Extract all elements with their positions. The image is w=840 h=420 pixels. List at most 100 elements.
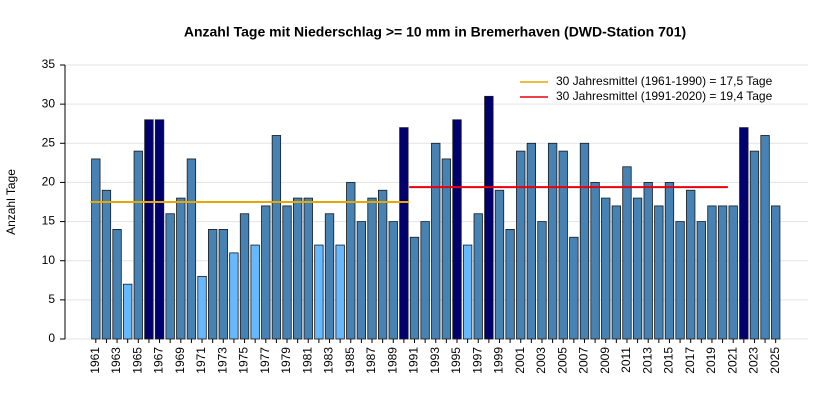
x-tick-label: 2009: [598, 347, 612, 374]
bar: [441, 158, 452, 340]
y-tick-label: 0: [48, 331, 55, 345]
bar: [91, 158, 101, 340]
bar: [771, 205, 781, 340]
x-tick-label: 1995: [449, 347, 463, 374]
bar: [346, 182, 356, 340]
chart-title: Anzahl Tage mit Niederschlag >= 10 mm in…: [184, 24, 686, 40]
x-tick-label: 1975: [237, 347, 251, 374]
x-tick-label: 2001: [513, 347, 527, 374]
bar: [186, 158, 197, 340]
bar: [144, 119, 154, 340]
legend-label: 30 Jahresmittel (1991-2020) = 19,4 Tage: [556, 89, 773, 103]
bar: [420, 221, 430, 340]
x-tick-label: 1973: [215, 347, 229, 374]
bar: [611, 205, 621, 340]
bar: [494, 189, 505, 340]
bar: [123, 283, 133, 340]
x-tick-label: 1985: [343, 347, 357, 374]
bar: [696, 221, 706, 340]
x-tick-label: 2017: [683, 347, 697, 374]
x-tick-label: 1993: [428, 347, 442, 374]
bar: [622, 166, 632, 340]
bar: [208, 228, 218, 340]
bar: [717, 205, 728, 340]
y-axis-title: Anzahl Tage: [4, 169, 18, 235]
bar: [654, 205, 664, 340]
bar: [112, 228, 122, 340]
bar: [229, 252, 239, 340]
y-tick-label: 15: [42, 214, 56, 228]
bar: [643, 182, 653, 340]
x-tick-label: 2011: [619, 347, 633, 373]
bar: [569, 236, 579, 340]
bar: [367, 197, 377, 340]
bar: [335, 244, 345, 340]
x-tick-label: 2021: [725, 347, 739, 374]
bar: [452, 119, 462, 340]
bar: [197, 275, 207, 340]
x-tick-label: 2005: [555, 347, 569, 374]
bar: [250, 244, 260, 340]
bar: [462, 244, 473, 340]
x-tick-label: 1983: [322, 347, 336, 374]
x-tick-label: 1965: [130, 347, 144, 374]
x-tick-label: 1997: [470, 347, 484, 374]
bar: [526, 142, 537, 340]
x-tick-label: 1979: [279, 347, 293, 374]
bar: [154, 119, 165, 340]
x-tick-label: 2007: [577, 347, 591, 374]
bar: [271, 135, 282, 340]
bar: [664, 182, 675, 340]
bar: [707, 205, 717, 340]
bar: [739, 127, 749, 340]
bar: [760, 135, 770, 340]
bar: [356, 221, 367, 340]
bar: [388, 221, 398, 340]
bar: [399, 127, 409, 340]
bar: [239, 213, 250, 340]
x-tick-label: 1969: [173, 347, 187, 374]
bar: [601, 197, 611, 340]
bar: [473, 213, 483, 340]
bar: [686, 189, 696, 340]
x-tick-label: 2025: [768, 347, 782, 374]
bar: [579, 142, 590, 340]
bar: [516, 150, 526, 340]
x-tick-label: 1989: [385, 347, 399, 374]
bar: [537, 221, 547, 340]
bar: [218, 228, 228, 340]
bar: [176, 197, 186, 340]
y-tick-label: 35: [42, 57, 56, 71]
x-tick-label: 2023: [747, 347, 761, 374]
bar: [547, 142, 558, 340]
bar: [431, 142, 441, 340]
x-tick-label: 2015: [662, 347, 676, 374]
bar: [282, 205, 292, 340]
bar: [409, 236, 420, 340]
bar: [675, 221, 685, 340]
y-tick-label: 20: [42, 175, 56, 189]
bar: [314, 244, 324, 340]
bar: [133, 150, 143, 340]
bar: [558, 150, 568, 340]
bar: [505, 228, 515, 340]
x-tick-label: 1961: [88, 347, 102, 374]
bar: [293, 197, 303, 340]
legend-label: 30 Jahresmittel (1961-1990) = 17,5 Tage: [556, 74, 773, 88]
x-tick-label: 1971: [194, 347, 208, 374]
bar: [728, 205, 738, 340]
y-tick-label: 10: [42, 253, 56, 267]
x-tick-label: 1987: [364, 347, 378, 374]
bar: [165, 213, 175, 340]
bar: [749, 150, 760, 340]
bar: [484, 95, 494, 340]
bar: [324, 213, 335, 340]
y-tick-label: 25: [42, 135, 56, 149]
bar: [261, 205, 271, 340]
y-tick-label: 30: [42, 96, 56, 110]
bar: [303, 197, 313, 340]
x-tick-label: 2003: [534, 347, 548, 374]
bar: [632, 197, 643, 340]
x-tick-label: 1963: [109, 347, 123, 374]
